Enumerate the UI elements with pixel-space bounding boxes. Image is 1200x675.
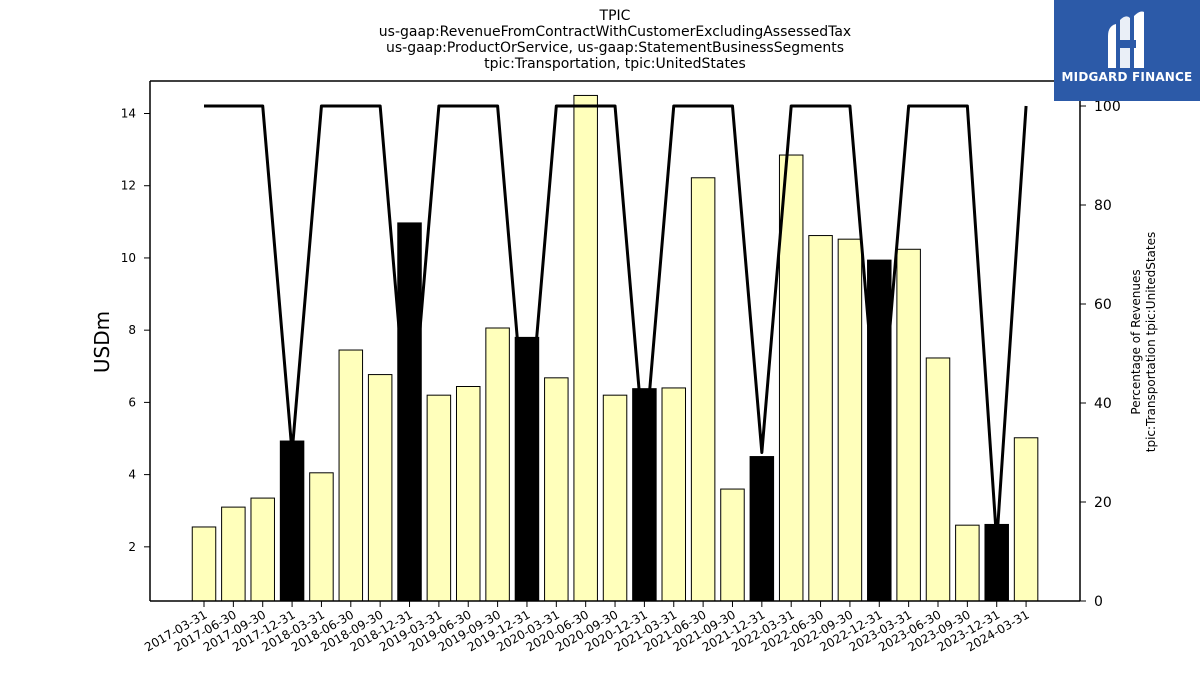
bar-2018-03-31: [309, 472, 334, 602]
y-tick-label: 4: [128, 468, 136, 482]
bar-2020-12-31: [632, 388, 657, 602]
title-line-1: us-gaap:RevenueFromContractWithCustomerE…: [379, 24, 851, 40]
bar-2020-06-30: [573, 94, 598, 602]
bar-2024-03-31: [1013, 437, 1039, 602]
bar-2022-06-30: [808, 235, 833, 602]
bar-2023-09-30: [955, 524, 980, 602]
y2-axis-ticks: 0 20 40 60 80 100: [1080, 99, 1121, 610]
title-line-3: tpic:Transportation, tpic:UnitedStates: [484, 56, 746, 72]
bar-2021-09-30: [720, 488, 745, 602]
bar-2023-06-30: [925, 357, 951, 602]
y-tick-label: 8: [128, 323, 136, 337]
bar-2018-09-30: [367, 374, 393, 602]
bar-2017-03-31: [191, 526, 217, 602]
bar-2023-03-31: [896, 248, 921, 602]
y2-tick-label: 80: [1094, 198, 1112, 214]
bar-2019-06-30: [455, 386, 481, 602]
bar-2019-12-31: [514, 336, 540, 602]
y-axis-ticks: 2 4 6 8 10 12 14: [121, 107, 150, 554]
x-axis-ticks: 2017-03-312017-06-302017-09-302017-12-31…: [142, 601, 1032, 654]
bar-2020-09-30: [602, 394, 628, 602]
bar-2017-12-31: [279, 440, 305, 602]
y2-axis-label-line-0: Percentage of Revenues: [1129, 269, 1143, 414]
y2-tick-label: 40: [1094, 396, 1112, 412]
bar-2018-12-31: [397, 222, 422, 602]
brand-logo: MIDGARD FINANCE: [1054, 0, 1200, 101]
bar-2019-03-31: [426, 394, 452, 602]
y2-tick-label: 60: [1094, 297, 1112, 313]
bar-2022-09-30: [837, 238, 863, 602]
brand-mark-icon: [1108, 11, 1144, 68]
percentage-line-series: [204, 104, 1028, 544]
percentage-line: [204, 104, 1028, 544]
y2-tick-label: 20: [1094, 495, 1112, 511]
y-tick-label: 6: [128, 395, 136, 409]
title-line-2: us-gaap:ProductOrService, us-gaap:Statem…: [386, 40, 844, 56]
y2-tick-label: 100: [1094, 99, 1121, 115]
y-tick-label: 10: [121, 251, 136, 265]
bar-series: [191, 94, 1039, 602]
y2-axis-label-line-1: tpic:Transportation tpic:UnitedStates: [1144, 232, 1158, 453]
bar-2017-09-30: [250, 497, 275, 602]
bar-2017-06-30: [221, 506, 246, 602]
y2-axis-label: Percentage of Revenues tpic:Transportatio…: [1129, 232, 1158, 453]
bar-2021-12-31: [749, 456, 775, 602]
bar-2019-09-30: [485, 327, 510, 602]
y-tick-label: 14: [121, 107, 136, 121]
bar-2022-03-31: [778, 154, 804, 602]
bar-2018-06-30: [338, 349, 364, 602]
bar-2021-06-30: [690, 177, 716, 602]
bar-2021-03-31: [661, 387, 687, 602]
y-tick-label: 12: [121, 179, 136, 193]
title-line-0: TPIC: [599, 8, 631, 24]
chart-title: TPICus-gaap:RevenueFromContractWithCusto…: [379, 8, 851, 72]
bar-2022-12-31: [867, 259, 892, 602]
y-axis-label: USDm: [90, 311, 114, 373]
brand-name: MIDGARD FINANCE: [1061, 70, 1193, 84]
y-tick-label: 2: [128, 540, 136, 554]
bar-2020-03-31: [544, 377, 569, 602]
y2-tick-label: 0: [1094, 594, 1103, 610]
